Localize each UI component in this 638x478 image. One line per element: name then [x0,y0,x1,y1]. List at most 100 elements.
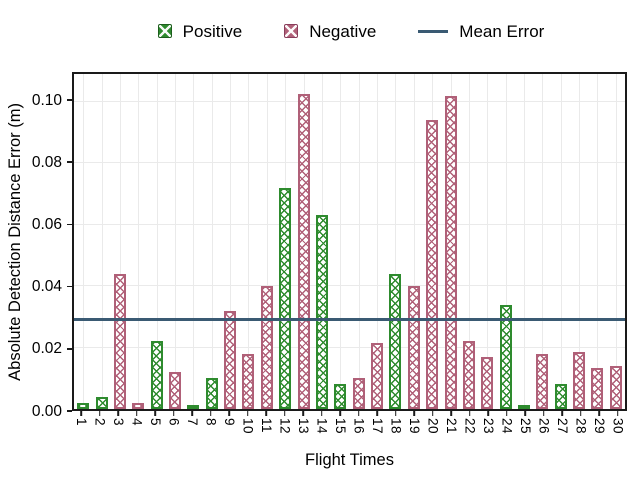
x-tick-mark [228,411,231,416]
x-tick-mark [209,411,212,416]
x-tick-mark [302,411,305,416]
vertical-gridline [597,74,599,409]
y-axis-tick-labels: 0.00 0.02 0.04 0.06 0.08 0.10 [26,72,68,418]
legend-item-positive: Positive [157,23,242,40]
vertical-gridline [523,74,525,409]
x-tick-mark [450,411,453,416]
vertical-gridline [119,74,121,409]
x-tick-mark [598,411,601,416]
y-tick-label: 0.02 [31,340,62,358]
vertical-gridline [505,74,507,409]
y-tick-label: 0.08 [31,153,62,171]
y-tick-label: 0.06 [31,215,62,233]
x-tick-label: 4 [129,418,145,427]
horizontal-gridline [74,223,625,225]
bar-flight-14 [315,215,328,409]
y-tick-mark [67,161,72,163]
y-tick-mark [67,99,72,101]
vertical-gridline [377,74,379,409]
vertical-gridline [542,74,544,409]
y-axis-label: Absolute Detection Distance Error (m) [5,102,24,381]
x-tick-mark [98,411,101,416]
vertical-gridline [615,74,617,409]
x-tick-label: 5 [148,418,163,427]
y-tick-mark [67,285,72,288]
x-tick-label: 25 [518,418,533,435]
bar-flight-28 [573,352,586,409]
horizontal-gridline [74,346,625,348]
vertical-gridline [248,74,250,409]
x-tick-mark [246,411,249,416]
vertical-gridline [230,74,232,409]
x-tick-mark [542,411,545,416]
x-tick-mark [505,411,508,416]
vertical-gridline [413,74,415,409]
bar-flight-11 [260,286,273,409]
x-axis-label: Flight Times [305,451,394,469]
vertical-gridline [138,74,140,409]
x-tick-label: 27 [555,418,570,435]
vertical-gridline [358,74,360,409]
bar-flight-4 [132,402,145,409]
x-tick-label: 24 [499,418,515,435]
x-tick-mark [357,411,360,416]
legend: Positive Negative Mean Error [64,16,638,46]
mean-error-line-icon [418,29,449,33]
bar-flight-25 [517,405,530,409]
bar-flight-9 [224,310,237,409]
x-tick-mark [376,411,379,416]
x-tick-mark [524,411,527,416]
x-tick-label: 30 [610,418,626,435]
legend-item-negative: Negative [284,23,376,40]
horizontal-gridline [74,100,625,102]
bar-flight-30 [609,365,622,409]
legend-label-mean-error: Mean Error [459,21,545,41]
bar-flight-8 [205,378,218,409]
x-tick-label: 16 [351,418,367,435]
x-tick-label: 14 [314,418,330,435]
x-tick-label: 13 [296,418,311,435]
bar-flight-3 [113,273,126,409]
x-tick-label: 21 [444,418,459,435]
vertical-gridline [101,74,103,409]
x-tick-label: 11 [259,418,274,434]
y-axis-tick-marks [66,72,72,412]
vertical-gridline [395,74,397,409]
x-tick-mark [265,411,268,416]
bar-flight-18 [389,273,402,409]
x-tick-mark [154,411,157,416]
positive-hatched-swatch-icon [157,24,172,38]
vertical-gridline [266,74,268,409]
x-tick-label: 12 [277,418,293,435]
x-tick-label: 22 [462,418,478,435]
bar-flight-15 [334,384,347,409]
vertical-gridline [193,74,195,409]
x-tick-mark [487,411,490,416]
x-tick-label: 23 [481,418,496,435]
x-tick-mark [283,411,286,416]
vertical-gridline [468,74,470,409]
x-tick-mark [394,411,397,416]
legend-label-negative: Negative [309,21,377,41]
vertical-gridline [340,74,342,409]
vertical-gridline [83,74,85,409]
bar-flight-1 [77,402,90,409]
x-tick-label: 28 [573,418,589,435]
bar-flight-21 [444,95,457,409]
x-tick-mark [172,411,175,416]
x-tick-mark [320,411,323,416]
x-tick-label: 2 [92,418,108,427]
x-tick-label: 6 [166,418,182,427]
x-tick-mark [579,411,582,416]
bar-flight-20 [426,120,439,409]
bar-flight-10 [242,353,255,409]
x-tick-label: 15 [333,418,348,435]
bar-flight-2 [95,396,108,409]
y-tick-label: 0.00 [31,402,62,420]
x-tick-mark [468,411,471,416]
bar-flight-12 [279,187,292,409]
x-tick-mark [80,411,83,416]
bar-flight-29 [591,367,604,409]
x-tick-mark [339,411,342,416]
